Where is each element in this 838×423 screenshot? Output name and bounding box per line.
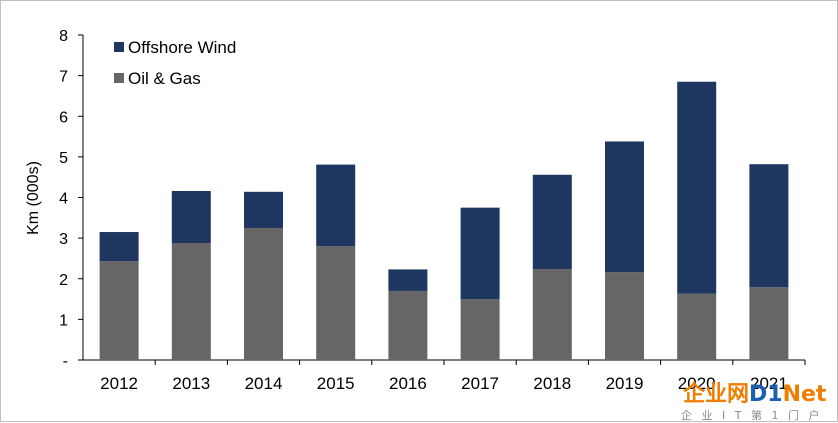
y-tick-label: 2 bbox=[59, 272, 68, 289]
bar-offshore-wind-2012 bbox=[99, 232, 139, 262]
watermark-tagline: 企 业 I T 第 1 门 户 bbox=[681, 408, 822, 422]
bar-oil-gas-2016 bbox=[388, 290, 428, 360]
legend-label-oil-gas: Oil & Gas bbox=[128, 69, 201, 88]
bar-offshore-wind-2021 bbox=[749, 164, 789, 288]
y-tick-label: 7 bbox=[59, 69, 68, 86]
x-tick-label: 2018 bbox=[533, 374, 571, 393]
bar-oil-gas-2020 bbox=[677, 293, 717, 360]
bar-oil-gas-2014 bbox=[244, 227, 283, 360]
bar-oil-gas-2012 bbox=[99, 261, 139, 360]
bar-offshore-wind-2015 bbox=[316, 164, 356, 247]
y-tick-label: 3 bbox=[59, 231, 68, 248]
legend-swatch-offshore-wind bbox=[114, 42, 124, 52]
y-axis-ticks: - 1 2 3 4 5 6 7 8 bbox=[59, 28, 83, 370]
x-tick-label: 2016 bbox=[389, 374, 427, 393]
bar-offshore-wind-2016 bbox=[388, 269, 428, 291]
x-tick-label: 2014 bbox=[245, 374, 283, 393]
bar-oil-gas-2019 bbox=[605, 272, 644, 360]
x-tick-label: 2013 bbox=[172, 374, 210, 393]
y-tick-label: 6 bbox=[59, 109, 68, 126]
bar-oil-gas-2018 bbox=[532, 269, 572, 360]
y-tick-label: 4 bbox=[59, 191, 68, 208]
legend-swatch-oil-gas bbox=[114, 73, 124, 83]
x-tick-label: 2021 bbox=[750, 374, 788, 393]
x-tick-label: 2017 bbox=[461, 374, 499, 393]
bar-offshore-wind-2018 bbox=[532, 174, 572, 269]
legend: Offshore Wind Oil & Gas bbox=[114, 38, 236, 88]
x-axis-ticks: 2012 2013 2014 2015 2016 2017 2018 2019 2020 2021 bbox=[100, 360, 806, 393]
watermark-logo: 企业网D1Net bbox=[682, 381, 827, 407]
y-tick-label: 1 bbox=[59, 312, 68, 329]
watermark: 企业网D1Net 企 业 I T 第 1 门 户 bbox=[681, 381, 827, 422]
x-tick-label: 2015 bbox=[317, 374, 355, 393]
bar-offshore-wind-2014 bbox=[244, 191, 283, 228]
bar-oil-gas-2017 bbox=[460, 299, 500, 360]
y-axis-label: Km (000s) bbox=[25, 161, 42, 235]
bar-offshore-wind-2017 bbox=[460, 207, 500, 300]
x-tick-label: 2012 bbox=[100, 374, 138, 393]
y-tick-label: - bbox=[63, 353, 68, 370]
x-tick-label: 2019 bbox=[606, 374, 644, 393]
bar-oil-gas-2013 bbox=[171, 243, 211, 360]
bar-offshore-wind-2020 bbox=[677, 81, 717, 294]
legend-label-offshore-wind: Offshore Wind bbox=[128, 38, 236, 57]
bars-group bbox=[99, 81, 789, 360]
bar-offshore-wind-2013 bbox=[171, 191, 211, 243]
x-tick-label: 2020 bbox=[678, 374, 716, 393]
bar-oil-gas-2015 bbox=[316, 246, 356, 360]
bar-oil-gas-2021 bbox=[749, 287, 789, 360]
y-tick-label: 8 bbox=[59, 28, 68, 45]
bar-offshore-wind-2019 bbox=[605, 141, 644, 273]
y-tick-label: 5 bbox=[59, 150, 68, 167]
